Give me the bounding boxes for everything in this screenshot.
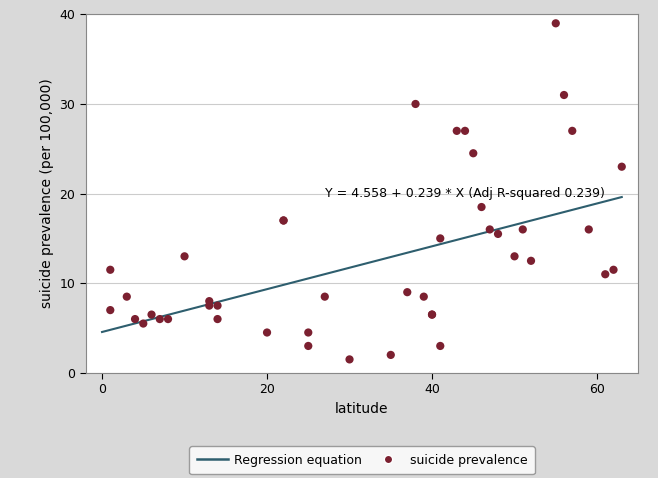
Point bbox=[484, 226, 495, 233]
Point bbox=[138, 320, 149, 327]
Point bbox=[451, 127, 462, 135]
Point bbox=[476, 203, 487, 211]
Point bbox=[435, 342, 445, 350]
Point bbox=[608, 266, 619, 273]
Point bbox=[584, 226, 594, 233]
Point bbox=[567, 127, 578, 135]
Point bbox=[163, 315, 173, 323]
Point bbox=[105, 306, 116, 314]
Point bbox=[179, 252, 190, 260]
Point bbox=[517, 226, 528, 233]
Point bbox=[204, 297, 215, 305]
Point bbox=[155, 315, 165, 323]
Point bbox=[146, 311, 157, 318]
Point bbox=[262, 329, 272, 337]
Point bbox=[344, 356, 355, 363]
Point bbox=[130, 315, 140, 323]
X-axis label: latitude: latitude bbox=[335, 402, 389, 416]
Point bbox=[427, 311, 438, 318]
Point bbox=[460, 127, 470, 135]
Point bbox=[410, 100, 420, 108]
Point bbox=[213, 302, 223, 309]
Point bbox=[105, 266, 116, 273]
Point bbox=[213, 315, 223, 323]
Legend: Regression equation, suicide prevalence: Regression equation, suicide prevalence bbox=[189, 446, 535, 474]
Point bbox=[204, 302, 215, 309]
Point bbox=[435, 235, 445, 242]
Point bbox=[303, 342, 314, 350]
Point bbox=[551, 20, 561, 27]
Point bbox=[418, 293, 429, 301]
Point bbox=[402, 288, 413, 296]
Point bbox=[600, 271, 611, 278]
Point bbox=[526, 257, 536, 265]
Point bbox=[559, 91, 569, 99]
Point bbox=[386, 351, 396, 358]
Point bbox=[278, 217, 289, 224]
Point bbox=[509, 252, 520, 260]
Y-axis label: suicide prevalence (per 100,000): suicide prevalence (per 100,000) bbox=[39, 79, 54, 308]
Point bbox=[303, 329, 314, 337]
Text: Y = 4.558 + 0.239 * X (Adj R-squared 0.239): Y = 4.558 + 0.239 * X (Adj R-squared 0.2… bbox=[325, 187, 605, 200]
Point bbox=[617, 163, 627, 171]
Point bbox=[468, 150, 478, 157]
Point bbox=[320, 293, 330, 301]
Point bbox=[493, 230, 503, 238]
Point bbox=[122, 293, 132, 301]
Point bbox=[278, 217, 289, 224]
Point bbox=[427, 311, 438, 318]
